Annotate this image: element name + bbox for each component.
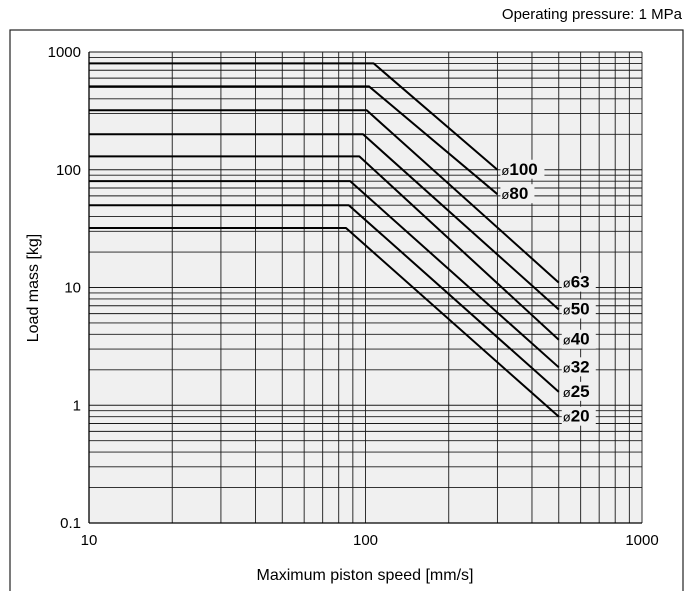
series-label-80: ø80 — [501, 184, 528, 203]
series-line-100 — [89, 62, 499, 171]
x-axis-title: Maximum piston speed [mm/s] — [257, 567, 474, 584]
bore-size: 32 — [571, 357, 590, 376]
diameter-symbol: ø — [563, 303, 571, 318]
grid — [89, 51, 643, 523]
y-tick-label: 100 — [56, 162, 81, 179]
series-line-80 — [89, 85, 499, 195]
series-label-bg — [561, 299, 596, 319]
diameter-symbol: ø — [563, 360, 571, 375]
series-label-bg — [500, 159, 545, 179]
series-line-25 — [89, 204, 560, 393]
series-label-bg — [561, 381, 596, 401]
diameter-symbol: ø — [563, 410, 571, 425]
bore-size: 63 — [571, 273, 590, 292]
bore-size: 100 — [509, 160, 537, 179]
x-tick-label: 100 — [353, 532, 378, 549]
y-tick-label: 0.1 — [60, 515, 81, 532]
series-line-50 — [89, 133, 560, 311]
diameter-symbol: ø — [563, 385, 571, 400]
diameter-symbol: ø — [501, 187, 509, 202]
y-tick-label: 1000 — [48, 44, 81, 61]
chart-subtitle: Operating pressure: 1 MPa — [502, 6, 683, 23]
diameter-symbol: ø — [563, 276, 571, 291]
tick-labels: 10 100 1000 0.1 1 10 100 1000 — [48, 44, 659, 549]
series-label-bg — [561, 329, 596, 349]
series-label-25: ø25 — [563, 382, 590, 401]
series-label-bg — [561, 406, 596, 426]
series-line-63 — [89, 109, 560, 284]
series-label-32: ø32 — [563, 357, 590, 376]
diameter-symbol: ø — [501, 163, 509, 178]
series-label-63: ø63 — [563, 273, 590, 292]
bore-size: 80 — [509, 184, 528, 203]
series-label-bg — [500, 184, 535, 204]
series-line-32 — [89, 180, 560, 369]
diameter-symbol: ø — [563, 333, 571, 348]
series-label-20: ø20 — [563, 407, 590, 426]
x-tick-label: 10 — [81, 532, 98, 549]
chart-frame — [9, 29, 684, 591]
series-label-bg — [561, 272, 596, 292]
bore-size: 20 — [571, 407, 590, 426]
series-line-40 — [89, 155, 560, 341]
series-line-20 — [89, 227, 560, 418]
bore-size: 50 — [571, 300, 590, 319]
series-label-40: ø40 — [563, 330, 590, 349]
y-axis-title: Load mass [kg] — [25, 234, 42, 343]
series-label-100: ø100 — [501, 160, 537, 179]
series-label-50: ø50 — [563, 300, 590, 319]
y-tick-label: 10 — [64, 280, 81, 297]
series-lines — [89, 62, 560, 418]
series-label-bg — [561, 357, 596, 377]
bore-size: 25 — [571, 382, 590, 401]
bore-size: 40 — [571, 330, 590, 349]
x-tick-label: 1000 — [625, 532, 658, 549]
y-tick-label: 1 — [73, 397, 81, 414]
